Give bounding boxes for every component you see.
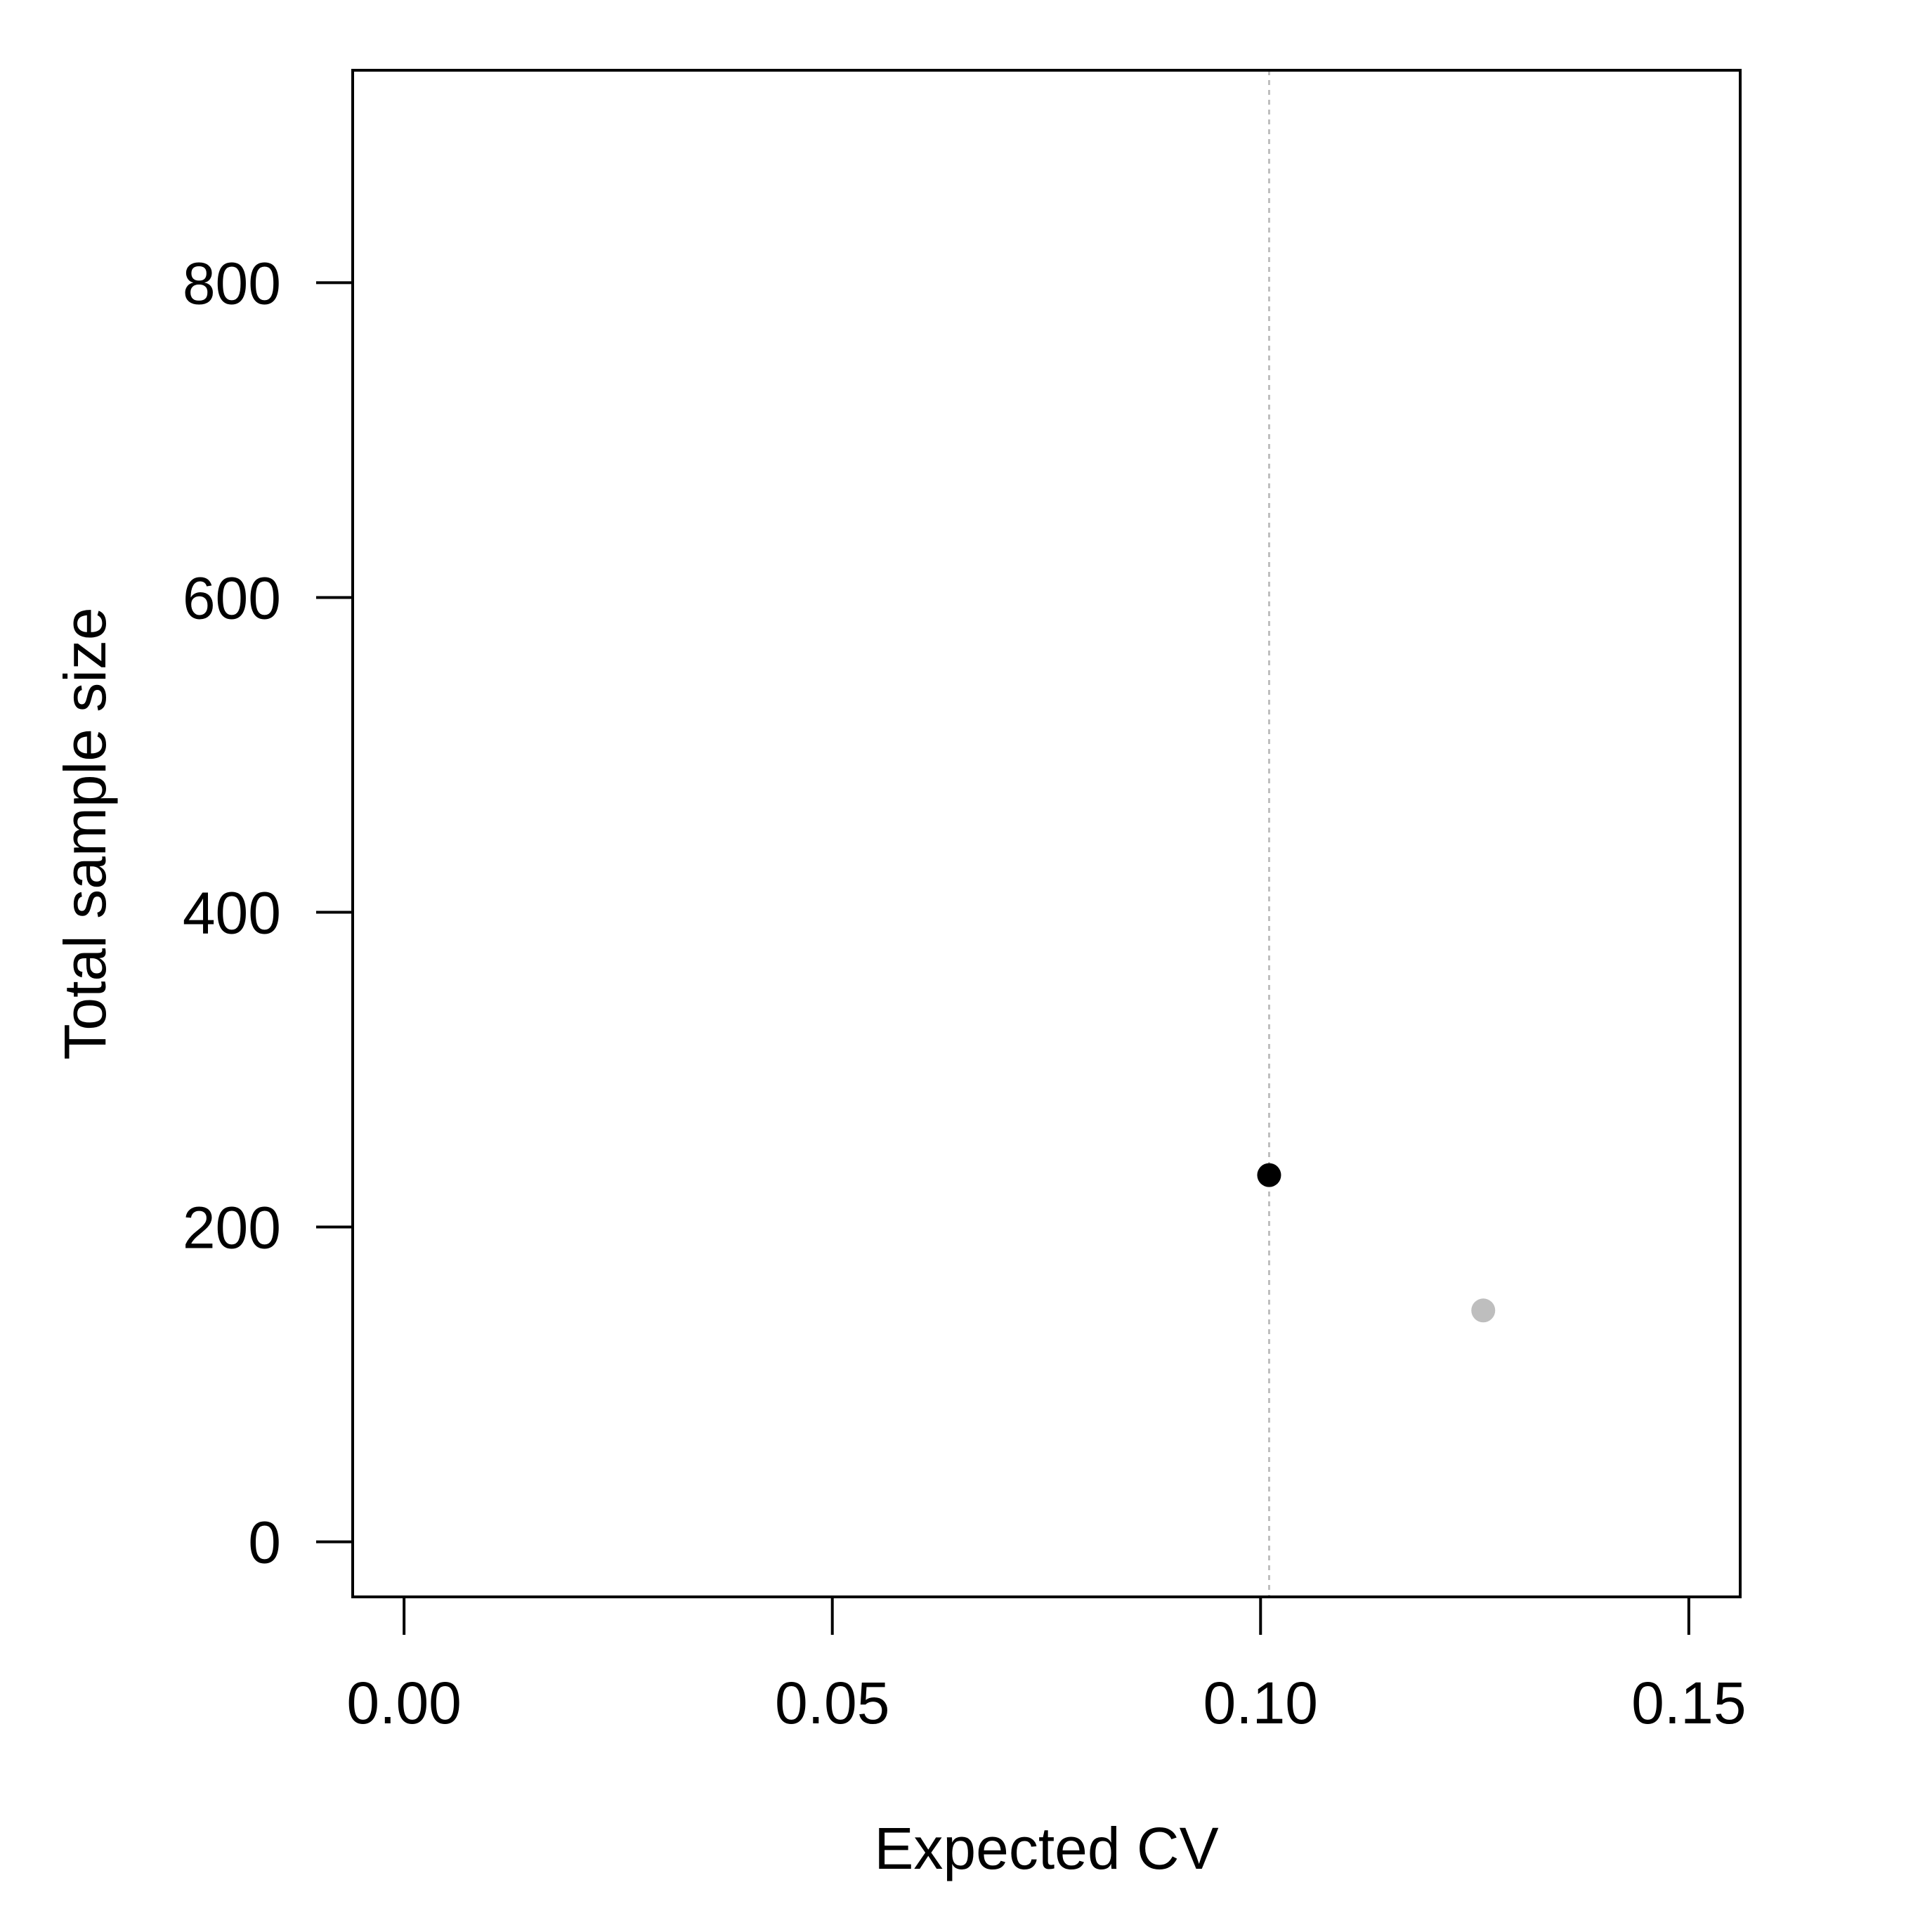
- x-tick-label: 0.00: [346, 1670, 462, 1736]
- y-axis-title: Total sample size: [52, 607, 118, 1059]
- y-axis: 0 200 400 600 800: [183, 250, 353, 1576]
- y-tick-label: 800: [183, 250, 281, 316]
- x-tick-label: 0.05: [775, 1670, 890, 1736]
- points-layer: [1257, 1163, 1496, 1323]
- plot-frame: [351, 69, 1742, 1598]
- data-point: [1471, 1298, 1496, 1323]
- y-tick-label: 600: [183, 565, 281, 631]
- y-tick-label: 400: [183, 880, 281, 946]
- x-axis-title: Expected CV: [874, 1815, 1218, 1881]
- data-point: [1257, 1163, 1281, 1187]
- y-tick-label: 200: [183, 1195, 281, 1261]
- x-tick-label: 0.15: [1631, 1670, 1747, 1736]
- x-axis: 0.00 0.05 0.10 0.15: [346, 1598, 1747, 1736]
- x-tick-label: 0.10: [1203, 1670, 1319, 1736]
- y-tick-label: 0: [248, 1510, 281, 1576]
